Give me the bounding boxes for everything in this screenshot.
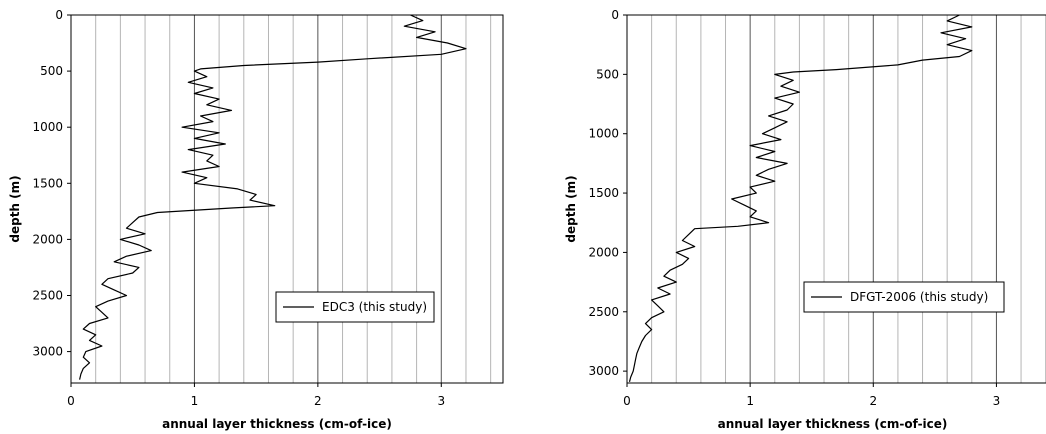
x-axis-label: annual layer thickness (cm-of-ice) xyxy=(162,417,392,431)
y-tick-label: 0 xyxy=(55,8,63,22)
y-tick-label: 1500 xyxy=(588,186,619,200)
x-tick-label: 2 xyxy=(314,394,322,408)
y-tick-label: 3000 xyxy=(588,364,619,378)
y-axis-label: depth (m) xyxy=(564,175,578,242)
legend-label: DFGT-2006 (this study) xyxy=(850,290,988,304)
y-tick-label: 2500 xyxy=(32,288,63,302)
x-tick-label: 2 xyxy=(869,394,877,408)
legend-label: EDC3 (this study) xyxy=(322,300,427,314)
y-tick-label: 1500 xyxy=(32,176,63,190)
y-tick-label: 2000 xyxy=(32,232,63,246)
x-tick-label: 0 xyxy=(67,394,75,408)
x-tick-label: 3 xyxy=(993,394,1001,408)
plot-frame xyxy=(70,14,504,384)
y-tick-label: 1000 xyxy=(588,127,619,141)
y-tick-label: 2500 xyxy=(588,305,619,319)
plot-frame xyxy=(626,14,1046,384)
y-tick-label: 1000 xyxy=(32,120,63,134)
y-tick-label: 3000 xyxy=(32,345,63,359)
x-tick-label: 0 xyxy=(623,394,631,408)
series-line xyxy=(628,14,973,382)
x-tick-label: 3 xyxy=(437,394,445,408)
series-line xyxy=(79,14,467,380)
x-tick-label: 1 xyxy=(191,394,199,408)
y-tick-label: 0 xyxy=(611,8,619,22)
y-tick-label: 500 xyxy=(40,64,63,78)
x-tick-label: 1 xyxy=(746,394,754,408)
x-axis-label: annual layer thickness (cm-of-ice) xyxy=(718,417,948,431)
chart-panel-1: 0 1 2 3 0 500 1000 1500 2000 2500 3000 annual layer… xyxy=(8,8,504,431)
chart-panel-2: 0 1 2 3 0 500 1000 1500 2000 2500 3000 annual layer… xyxy=(564,8,1046,431)
y-tick-label: 2000 xyxy=(588,245,619,259)
y-tick-label: 500 xyxy=(596,67,619,81)
y-axis-label: depth (m) xyxy=(8,175,22,242)
